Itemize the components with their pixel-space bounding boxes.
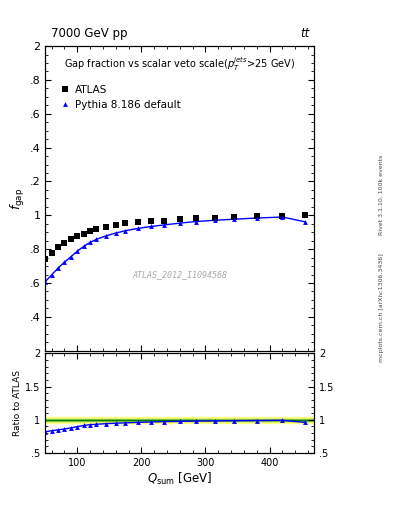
Bar <box>45 417 314 423</box>
X-axis label: $Q_{\mathrm{sum}}$ [GeV]: $Q_{\mathrm{sum}}$ [GeV] <box>147 471 213 487</box>
Pythia 8.186 default <box>81 243 86 249</box>
Text: Rivet 3.1.10, 100k events: Rivet 3.1.10, 100k events <box>379 155 384 234</box>
Pythia 8.186 default <box>49 272 54 278</box>
Pythia 8.186 default <box>62 259 67 265</box>
ATLAS <box>149 218 153 224</box>
Pythia 8.186 default <box>113 230 118 236</box>
ATLAS <box>232 214 237 220</box>
Pythia 8.186 default <box>178 220 182 226</box>
Line: ATLAS: ATLAS <box>42 212 308 263</box>
Text: 7000 GeV pp: 7000 GeV pp <box>51 27 127 40</box>
ATLAS <box>88 228 92 234</box>
Text: tt: tt <box>300 27 309 40</box>
Bar <box>45 418 314 421</box>
Pythia 8.186 default <box>213 217 217 223</box>
Pythia 8.186 default <box>68 254 73 260</box>
ATLAS <box>68 236 73 242</box>
ATLAS <box>94 226 99 232</box>
Line: Pythia 8.186 default: Pythia 8.186 default <box>43 215 307 284</box>
ATLAS <box>81 230 86 237</box>
Pythia 8.186 default <box>303 219 307 225</box>
ATLAS <box>213 215 217 221</box>
ATLAS <box>254 214 259 220</box>
Legend: ATLAS, Pythia 8.186 default: ATLAS, Pythia 8.186 default <box>59 85 181 110</box>
ATLAS <box>62 240 67 246</box>
Y-axis label: $f_{\mathrm{gap}}$: $f_{\mathrm{gap}}$ <box>9 187 27 209</box>
ATLAS <box>113 222 118 228</box>
Pythia 8.186 default <box>136 225 140 231</box>
Pythia 8.186 default <box>43 279 48 285</box>
Pythia 8.186 default <box>232 216 237 222</box>
Text: Gap fraction vs scalar veto scale($p_{T}^{jets}$>25 GeV): Gap fraction vs scalar veto scale($p_{T}… <box>64 55 296 73</box>
Pythia 8.186 default <box>56 265 61 271</box>
Pythia 8.186 default <box>254 215 259 221</box>
Pythia 8.186 default <box>149 223 153 229</box>
Y-axis label: Ratio to ATLAS: Ratio to ATLAS <box>13 370 22 436</box>
Pythia 8.186 default <box>104 233 108 239</box>
Pythia 8.186 default <box>162 222 166 228</box>
ATLAS <box>162 218 166 224</box>
Pythia 8.186 default <box>88 239 92 245</box>
ATLAS <box>75 233 80 239</box>
Pythia 8.186 default <box>280 214 285 220</box>
ATLAS <box>178 216 182 222</box>
Pythia 8.186 default <box>123 228 128 234</box>
ATLAS <box>193 216 198 222</box>
Pythia 8.186 default <box>94 236 99 242</box>
Text: mcplots.cern.ch [arXiv:1306.3436]: mcplots.cern.ch [arXiv:1306.3436] <box>379 253 384 361</box>
ATLAS <box>303 212 307 219</box>
ATLAS <box>280 213 285 219</box>
ATLAS <box>49 250 54 257</box>
Pythia 8.186 default <box>75 248 80 254</box>
ATLAS <box>43 256 48 262</box>
ATLAS <box>56 244 61 250</box>
Pythia 8.186 default <box>193 219 198 225</box>
ATLAS <box>136 219 140 225</box>
ATLAS <box>123 220 128 226</box>
Text: ATLAS_2012_I1094568: ATLAS_2012_I1094568 <box>132 270 227 279</box>
ATLAS <box>104 224 108 230</box>
